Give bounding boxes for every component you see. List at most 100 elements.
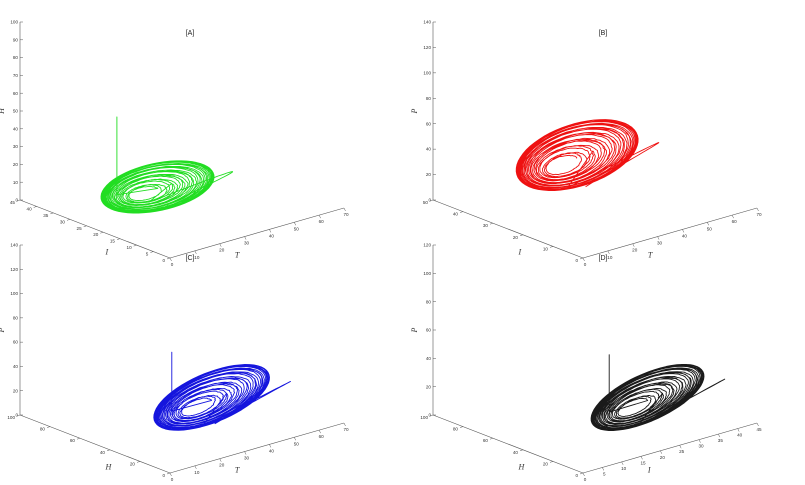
x-tick xyxy=(698,439,701,443)
x-tick-label: 70 xyxy=(343,427,349,432)
z-tick-label: 30 xyxy=(13,144,19,149)
x-tick xyxy=(294,222,297,226)
panel-label: [C] xyxy=(186,255,195,262)
y-tick xyxy=(83,225,87,228)
x-tick xyxy=(194,250,197,254)
x-tick xyxy=(657,236,660,240)
y-axis xyxy=(19,199,171,259)
x-tick xyxy=(682,229,685,233)
z-tick-label: 0 xyxy=(428,198,431,203)
z-tick-label: 100 xyxy=(423,70,431,75)
x-tick-label: 5 xyxy=(603,471,606,476)
z-tick-label: 120 xyxy=(10,267,18,272)
y-axis xyxy=(432,199,584,259)
x-tick xyxy=(169,472,172,477)
z-tick-label: 80 xyxy=(426,96,432,101)
x-axis xyxy=(582,207,758,259)
x-tick-label: 10 xyxy=(194,255,200,260)
y-tick xyxy=(549,246,554,248)
z-tick-label: 80 xyxy=(13,55,19,60)
y-tick xyxy=(76,437,81,440)
y-tick xyxy=(166,472,171,475)
y-tick xyxy=(459,211,464,213)
y-tick-label: 20 xyxy=(93,232,99,237)
x-tick-label: 60 xyxy=(732,219,738,224)
x-tick-label: 25 xyxy=(679,449,685,454)
x-axis xyxy=(169,207,345,259)
y-tick xyxy=(136,461,141,463)
y-tick xyxy=(459,426,464,428)
x-tick xyxy=(737,428,740,432)
y-tick-label: 15 xyxy=(110,239,116,244)
y-tick xyxy=(50,212,54,215)
x-axis-label: T xyxy=(235,251,240,260)
z-tick-label: 100 xyxy=(10,20,18,25)
x-tick xyxy=(269,229,272,233)
y-tick-label: 40 xyxy=(513,450,519,455)
y-tick xyxy=(579,257,584,260)
y-axis xyxy=(432,414,584,474)
y-tick-label: 60 xyxy=(70,438,76,443)
z-tick-label: 20 xyxy=(13,162,19,167)
z-tick-label: 20 xyxy=(426,172,432,177)
z-tick-label: 100 xyxy=(10,291,18,296)
y-tick-label: 5 xyxy=(146,252,149,257)
y-tick xyxy=(16,199,21,202)
z-tick-label: 80 xyxy=(13,315,19,320)
x-tick xyxy=(244,451,247,455)
z-tick-label: 40 xyxy=(13,364,19,369)
x-tick xyxy=(294,437,297,441)
x-tick xyxy=(343,207,346,212)
y-tick xyxy=(429,414,434,417)
y-tick-label: 25 xyxy=(77,226,83,231)
x-tick-label: 60 xyxy=(319,219,325,224)
y-tick xyxy=(519,449,524,452)
y-tick-label: 60 xyxy=(483,438,489,443)
y-tick-label: 80 xyxy=(40,427,46,432)
x-tick-label: 0 xyxy=(171,262,174,267)
y-tick-label: 100 xyxy=(7,415,15,420)
y-axis xyxy=(19,414,171,474)
z-axis-label: H xyxy=(0,107,6,115)
x-tick-label: 40 xyxy=(682,233,688,238)
panel-label: [D] xyxy=(599,255,608,262)
x-tick-label: 70 xyxy=(756,212,762,217)
y-tick xyxy=(100,231,104,234)
y-axis-label: I xyxy=(518,248,522,257)
x-tick xyxy=(660,450,663,454)
x-tick xyxy=(632,243,635,247)
y-tick-label: 40 xyxy=(27,206,33,211)
y-tick-label: 45 xyxy=(10,200,16,205)
y-tick-label: 20 xyxy=(543,461,549,466)
z-tick-label: 40 xyxy=(426,147,432,152)
z-tick-label: 90 xyxy=(13,37,19,42)
x-tick-label: 20 xyxy=(219,463,225,468)
y-tick-label: 40 xyxy=(100,450,106,455)
y-tick-label: 0 xyxy=(575,473,578,478)
y-tick xyxy=(166,257,171,260)
x-axis xyxy=(169,422,345,474)
x-tick xyxy=(219,458,222,462)
z-tick-label: 0 xyxy=(428,413,431,418)
z-tick-label: 20 xyxy=(426,384,432,389)
x-tick-label: 40 xyxy=(269,448,275,453)
y-tick xyxy=(579,472,584,475)
x-tick xyxy=(194,465,197,469)
x-tick xyxy=(269,444,272,448)
z-tick-label: 10 xyxy=(13,180,19,185)
x-tick xyxy=(707,222,710,226)
z-tick-label: 120 xyxy=(423,45,431,50)
x-tick xyxy=(169,257,172,262)
panel-label: [A] xyxy=(186,30,195,37)
y-axis-label: H xyxy=(518,463,526,472)
y-tick xyxy=(116,238,121,240)
x-axis xyxy=(582,422,758,474)
z-tick-label: 0 xyxy=(15,413,18,418)
x-tick-label: 20 xyxy=(219,248,225,253)
x-tick-label: 20 xyxy=(632,248,638,253)
y-tick-label: 50 xyxy=(423,200,429,205)
y-tick-label: 0 xyxy=(575,258,578,263)
x-tick xyxy=(731,215,734,219)
